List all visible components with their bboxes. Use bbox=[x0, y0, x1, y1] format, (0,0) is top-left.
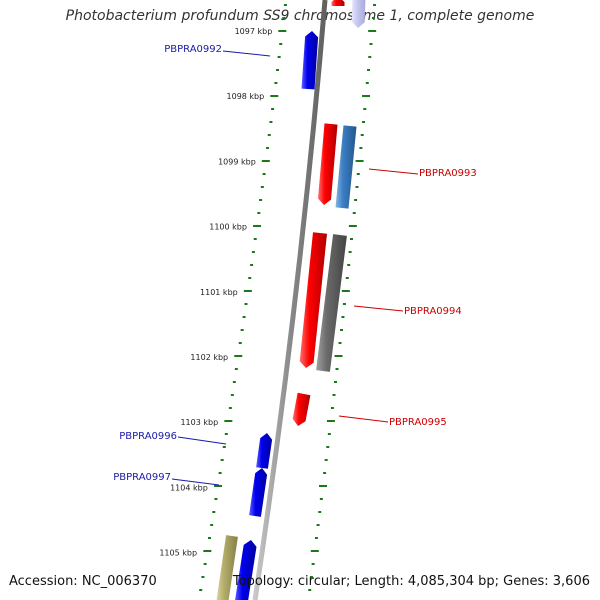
gene-pbpra0994-gray[interactable] bbox=[316, 234, 347, 372]
scale-label: 1098 kbp bbox=[227, 92, 265, 101]
map-title: Photobacterium profundum SS9 chromosome … bbox=[65, 8, 535, 24]
scale-label: 1101 kbp bbox=[200, 288, 238, 297]
leader-line bbox=[171, 478, 220, 486]
genome-summary: Topology: circular; Length: 4,085,304 bp… bbox=[232, 574, 590, 589]
leader-line bbox=[222, 50, 271, 57]
gene-top-faint[interactable] bbox=[351, 0, 366, 28]
gene-pbpra0994-red[interactable] bbox=[299, 232, 327, 368]
gene-pbpra0993-red[interactable] bbox=[318, 123, 338, 205]
gene-label-pbpra0997[interactable]: PBPRA0997 bbox=[113, 472, 171, 483]
gene-label-pbpra0993[interactable]: PBPRA0993 bbox=[419, 168, 477, 179]
leader-line bbox=[368, 168, 419, 175]
scale-label: 1105 kbp bbox=[159, 549, 197, 558]
scale-label: 1099 kbp bbox=[218, 157, 256, 166]
accession-label: Accession: NC_006370 bbox=[9, 574, 157, 589]
gene-pbpra0992[interactable] bbox=[301, 31, 319, 90]
scale-label: 1104 kbp bbox=[170, 483, 208, 492]
gene-top-red[interactable] bbox=[331, 0, 345, 6]
left-scale-ticks bbox=[199, 4, 287, 591]
gene-bottom-olive[interactable] bbox=[216, 535, 238, 600]
leader-line bbox=[338, 415, 389, 423]
scale-label: 1100 kbp bbox=[209, 223, 247, 232]
gene-features bbox=[216, 0, 366, 600]
gene-label-pbpra0992[interactable]: PBPRA0992 bbox=[164, 44, 222, 55]
scale-label: 1102 kbp bbox=[190, 353, 228, 362]
chromosome-backbone bbox=[252, 0, 328, 600]
scale-label: 1103 kbp bbox=[180, 418, 218, 427]
gene-pbpra0995[interactable] bbox=[292, 392, 311, 426]
gene-label-pbpra0994[interactable]: PBPRA0994 bbox=[404, 306, 462, 317]
gene-bottom-blue[interactable] bbox=[235, 540, 257, 600]
leader-line bbox=[177, 436, 227, 445]
gene-pbpra0997[interactable] bbox=[249, 468, 268, 517]
scale-label: 1097 kbp bbox=[235, 27, 273, 36]
gene-pbpra0993-steel[interactable] bbox=[335, 125, 357, 209]
gene-labels: PBPRA0992 PBPRA0993 PBPRA0994 PBPRA0995 PBPR… bbox=[113, 44, 477, 486]
leader-line bbox=[353, 305, 404, 312]
scale-labels: 1097 kbp 1098 kbp 1099 kbp 1100 kbp 1101 kbp… bbox=[159, 27, 272, 558]
gene-label-pbpra0995[interactable]: PBPRA0995 bbox=[389, 417, 447, 428]
gene-label-pbpra0996[interactable]: PBPRA0996 bbox=[119, 431, 177, 442]
gene-pbpra0996[interactable] bbox=[256, 433, 273, 469]
right-scale-ticks bbox=[308, 4, 377, 591]
